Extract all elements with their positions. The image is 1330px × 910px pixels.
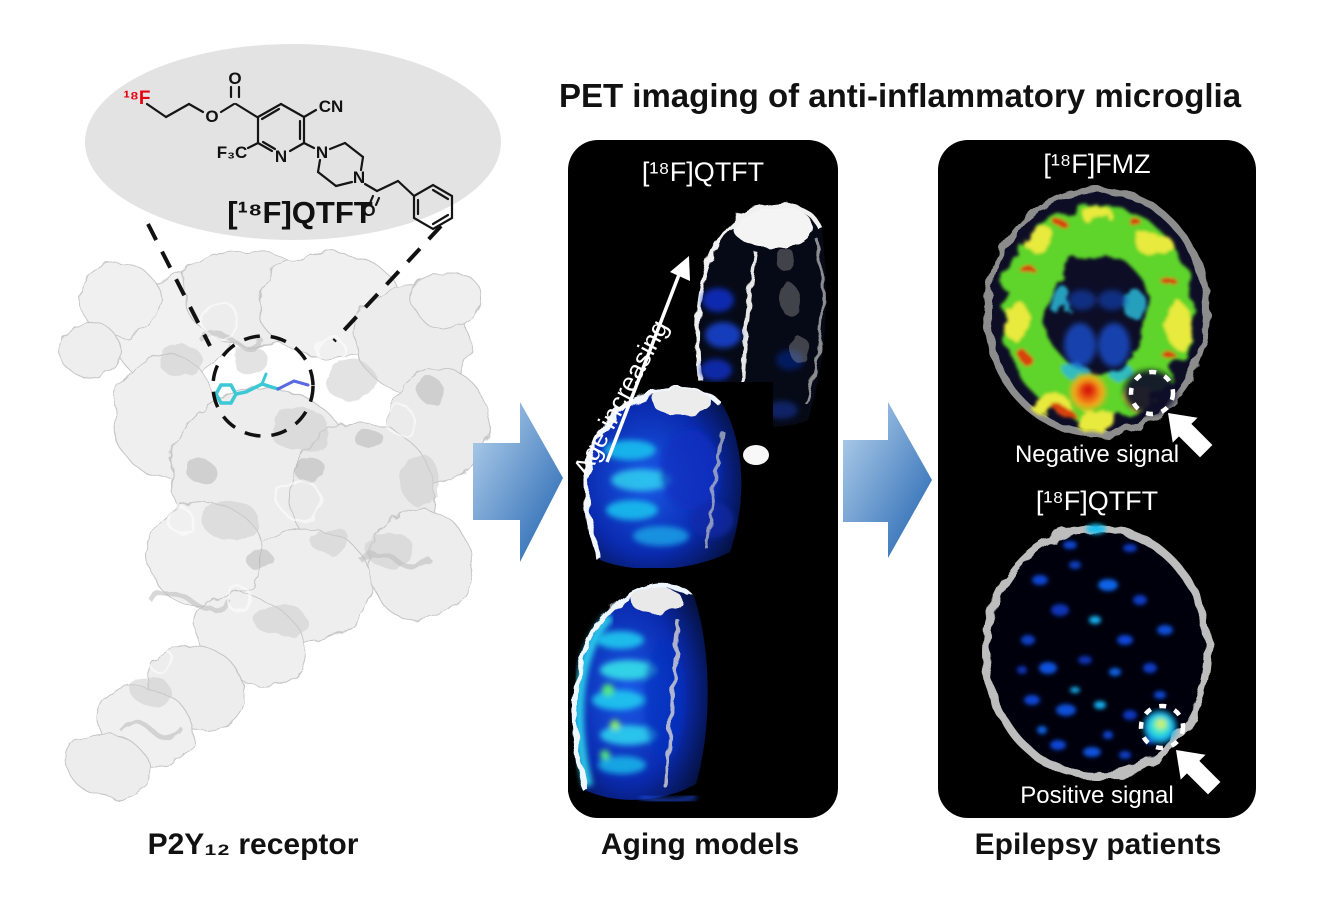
aging-caption: Aging models	[600, 828, 800, 861]
aging-tracer-label: [¹⁸F]QTFT	[641, 157, 765, 187]
positive-signal-label: Positive signal	[1020, 782, 1174, 809]
age-increasing-arrow-icon	[605, 256, 690, 463]
figure-title: PET imaging of anti-inflammatory microgl…	[558, 77, 1242, 114]
binding-site-dashed-circle	[211, 334, 315, 438]
qtft-pet-brain-image	[982, 524, 1212, 780]
mouse-pet-mid-image	[583, 387, 769, 570]
cf3-label: F₃C	[217, 143, 248, 162]
pyridine-n-label: N	[275, 147, 287, 166]
epilepsy-caption: Epilepsy patients	[974, 828, 1222, 861]
carbonyl-o-label: O	[228, 69, 241, 88]
callout-line-left	[146, 223, 212, 347]
fmz-tracer-label: [¹⁸F]FMZ	[1043, 149, 1151, 179]
f18-atom-label: ¹⁸F	[124, 88, 151, 109]
qtft-tracer-label: [¹⁸F]QTFT	[1035, 486, 1159, 516]
positive-hotspot	[1144, 711, 1176, 743]
p2y12-protein-structure	[59, 223, 489, 800]
aging-pet-images: Age increasing	[568, 202, 826, 812]
positive-roi-dashed-circle	[1138, 703, 1186, 751]
flow-right-arrow-icon-1	[473, 402, 563, 562]
callout-line-right	[332, 224, 443, 343]
amide-o-label: O	[362, 201, 375, 220]
positive-pointer-arrow-icon	[1176, 750, 1221, 795]
piperazine-n4-label: N	[353, 168, 365, 187]
mouse-pet-old-image	[695, 202, 826, 428]
negative-roi-dashed-circle	[1128, 369, 1176, 417]
bound-ligand-sticks	[213, 372, 310, 405]
receptor-caption: P2Y₁₂ receptor	[147, 828, 359, 861]
ester-o-label: O	[205, 107, 218, 126]
nitrile-label: CN	[319, 97, 344, 116]
flow-right-arrow-icon-2	[843, 402, 932, 558]
molecule-name-label: [¹⁸F]QTFT	[227, 195, 373, 230]
qtft-skeletal-structure	[145, 85, 454, 231]
negative-pointer-arrow-icon	[1168, 413, 1213, 458]
molecule-bubble: ¹⁸F O O CN F₃C N N N O	[85, 44, 501, 240]
negative-signal-label: Negative signal	[1014, 441, 1180, 468]
piperazine-n1-label: N	[316, 143, 328, 162]
mouse-pet-young-image	[572, 582, 708, 804]
